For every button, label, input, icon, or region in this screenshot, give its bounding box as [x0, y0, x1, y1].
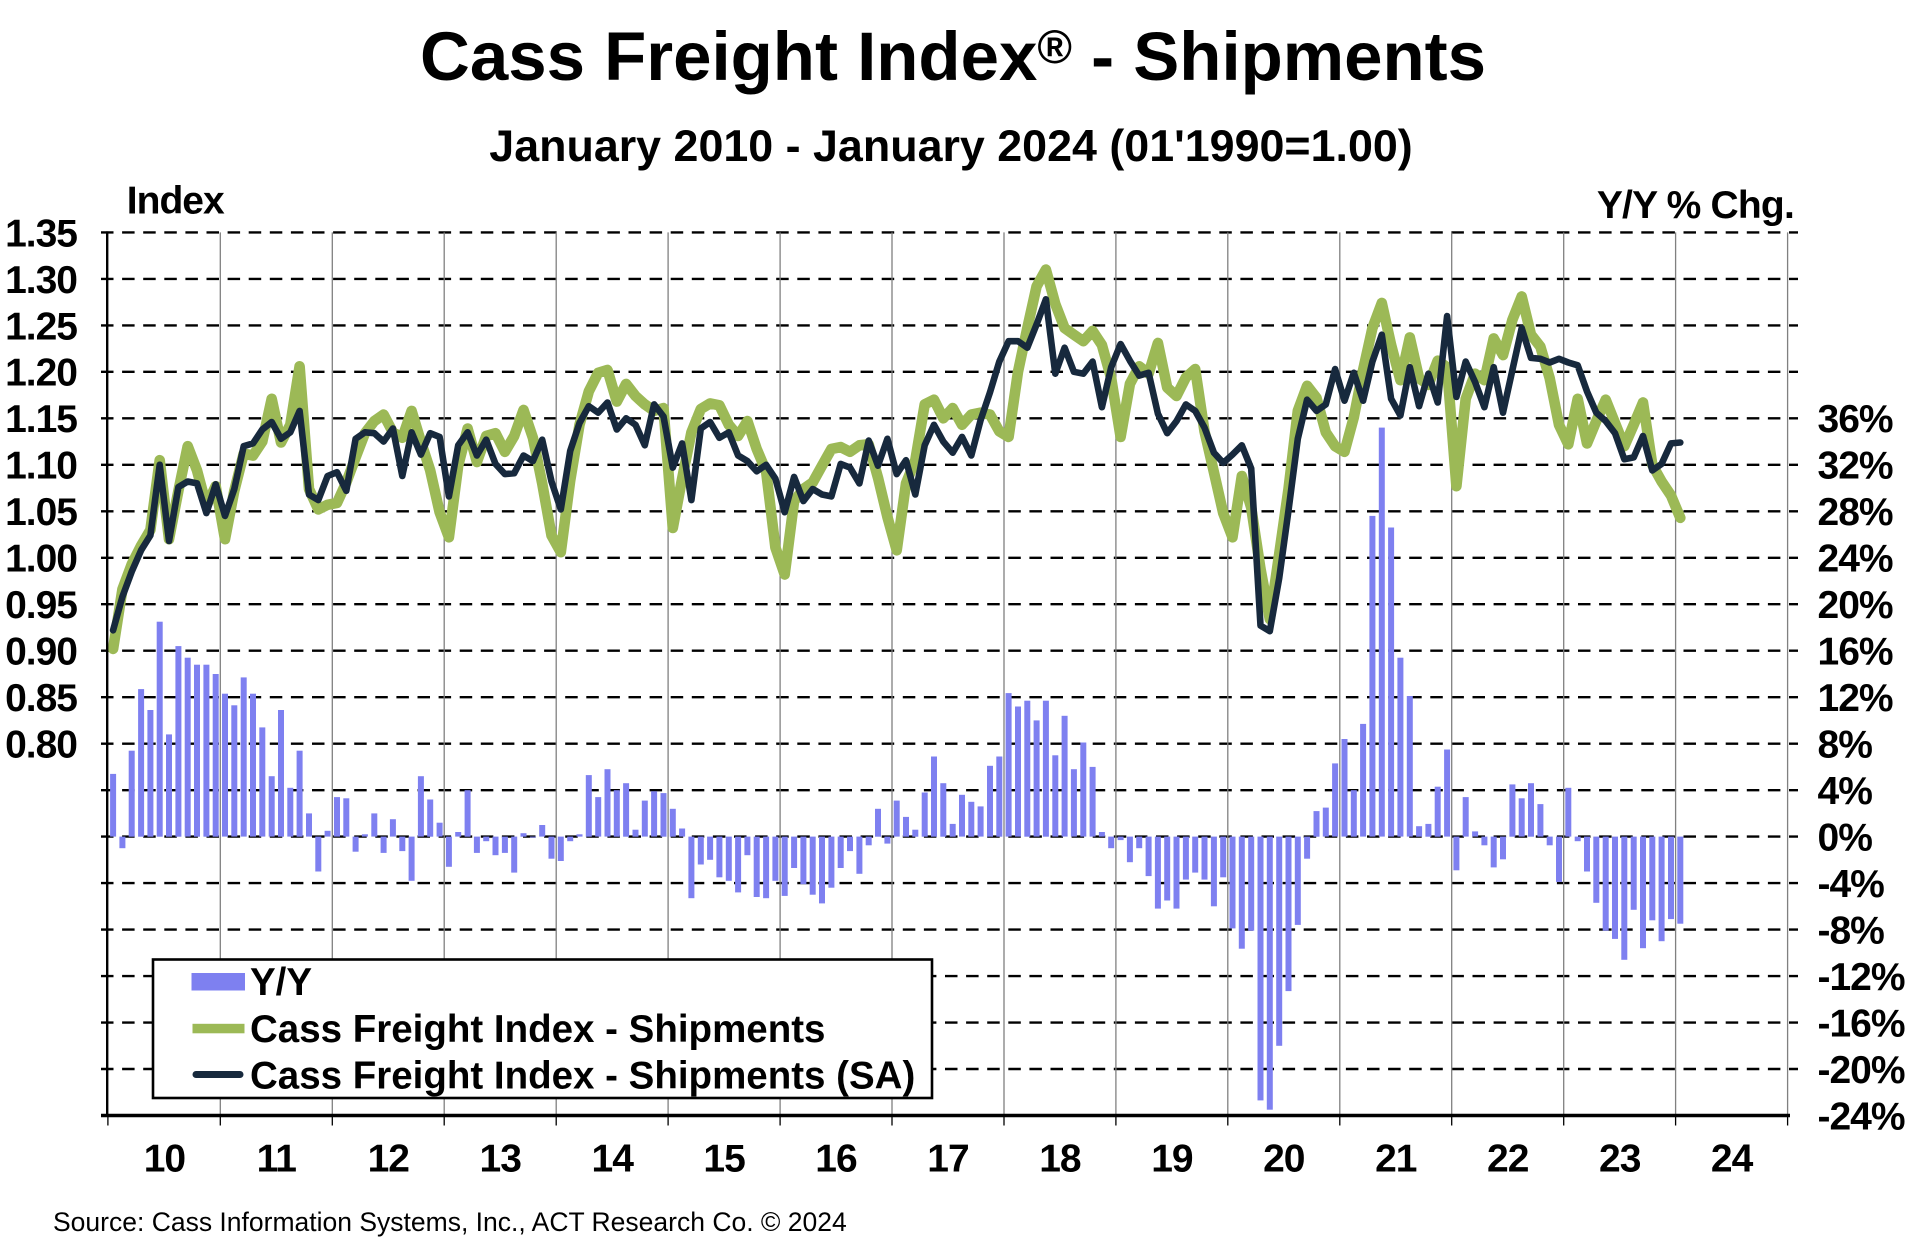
svg-text:18: 18 [1039, 1138, 1081, 1181]
svg-text:Cass Freight Index - Shipments: Cass Freight Index - Shipments [250, 1008, 825, 1051]
svg-text:20%: 20% [1818, 584, 1893, 627]
svg-text:1.00: 1.00 [5, 538, 77, 581]
svg-text:Y/Y: Y/Y [250, 961, 312, 1004]
svg-text:Cass Freight Index® - Shipment: Cass Freight Index® - Shipments [420, 18, 1486, 95]
svg-text:Y/Y % Chg.: Y/Y % Chg. [1597, 184, 1794, 227]
svg-text:0%: 0% [1818, 817, 1873, 860]
svg-text:-4%: -4% [1818, 863, 1885, 906]
svg-text:1.05: 1.05 [5, 491, 77, 534]
svg-text:11: 11 [257, 1138, 297, 1181]
svg-text:16: 16 [815, 1138, 857, 1181]
svg-text:21: 21 [1375, 1138, 1417, 1181]
svg-text:0.85: 0.85 [5, 677, 77, 720]
svg-text:36%: 36% [1818, 398, 1893, 441]
svg-text:12%: 12% [1818, 677, 1893, 720]
svg-text:1.15: 1.15 [5, 398, 77, 441]
svg-text:24%: 24% [1818, 538, 1893, 581]
svg-text:8%: 8% [1818, 724, 1873, 767]
svg-text:0.95: 0.95 [5, 584, 77, 627]
svg-text:0.80: 0.80 [5, 724, 77, 767]
svg-text:Cass Freight Index - Shipments: Cass Freight Index - Shipments (SA) [250, 1055, 915, 1098]
svg-text:24: 24 [1711, 1138, 1754, 1181]
svg-text:12: 12 [368, 1138, 410, 1181]
svg-text:-20%: -20% [1818, 1049, 1905, 1092]
svg-text:1.35: 1.35 [5, 212, 77, 255]
svg-text:1.30: 1.30 [5, 259, 77, 302]
svg-text:16%: 16% [1818, 631, 1893, 674]
svg-text:-24%: -24% [1818, 1095, 1905, 1138]
svg-text:0.90: 0.90 [5, 631, 77, 674]
svg-text:1.25: 1.25 [5, 305, 77, 348]
svg-text:January 2010 - January 2024 (0: January 2010 - January 2024 (01'1990=1.0… [489, 121, 1412, 171]
svg-text:19: 19 [1151, 1138, 1193, 1181]
svg-text:1.10: 1.10 [5, 445, 77, 488]
svg-text:Index: Index [127, 179, 225, 222]
svg-text:15: 15 [703, 1138, 745, 1181]
svg-text:1.20: 1.20 [5, 352, 77, 395]
svg-text:23: 23 [1599, 1138, 1641, 1181]
svg-text:4%: 4% [1818, 770, 1873, 813]
svg-text:14: 14 [592, 1138, 635, 1181]
svg-text:28%: 28% [1818, 491, 1893, 534]
svg-text:-16%: -16% [1818, 1003, 1905, 1046]
svg-text:10: 10 [144, 1138, 186, 1181]
svg-text:13: 13 [480, 1138, 522, 1181]
svg-text:-12%: -12% [1818, 956, 1905, 999]
svg-text:-8%: -8% [1818, 910, 1885, 953]
svg-text:32%: 32% [1818, 445, 1893, 488]
svg-text:20: 20 [1263, 1138, 1305, 1181]
svg-text:22: 22 [1487, 1138, 1529, 1181]
svg-text:Source: Cass Information Syste: Source: Cass Information Systems, Inc., … [53, 1207, 847, 1237]
svg-text:17: 17 [927, 1138, 968, 1181]
